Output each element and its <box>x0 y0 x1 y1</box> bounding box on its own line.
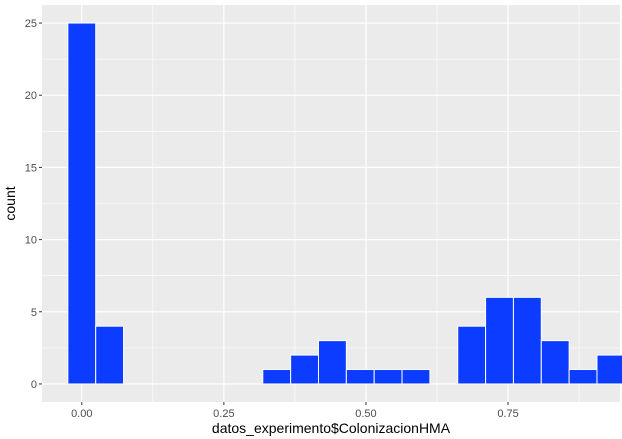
x-tick-label: 0.00 <box>71 408 92 420</box>
histogram-bar <box>67 22 97 385</box>
histogram-bar <box>596 354 622 385</box>
histogram-bar <box>512 296 542 385</box>
y-tick-label: 15 <box>25 162 37 174</box>
y-axis-title: count <box>2 186 18 220</box>
histogram-bar <box>457 325 487 385</box>
histogram-bars <box>67 22 622 385</box>
histogram-bar <box>373 369 403 385</box>
y-tick-label: 25 <box>25 18 37 30</box>
histogram-bar <box>345 369 375 385</box>
histogram-bar <box>485 296 514 385</box>
y-tick-label: 20 <box>25 90 37 102</box>
y-axis-ticks: 0 5 10 15 20 25 <box>25 18 42 391</box>
y-tick-label: 5 <box>31 307 37 319</box>
histogram-bar <box>568 369 598 385</box>
minor-gridlines <box>42 5 620 402</box>
histogram-bar <box>262 369 292 385</box>
y-tick-label: 0 <box>31 379 37 391</box>
x-tick-label: 0.25 <box>213 408 234 420</box>
histogram-bar <box>401 369 431 385</box>
x-axis-title: datos_experimento$ColonizacionHMA <box>212 420 451 436</box>
x-tick-label: 0.75 <box>497 408 518 420</box>
histogram-bar <box>290 354 319 385</box>
x-axis-ticks: 0.00 0.25 0.50 0.75 <box>71 402 519 420</box>
histogram-bar <box>540 340 570 385</box>
x-tick-label: 0.50 <box>355 408 376 420</box>
y-tick-label: 10 <box>25 235 37 247</box>
histogram-bar <box>317 340 347 385</box>
histogram-bar <box>95 325 125 385</box>
